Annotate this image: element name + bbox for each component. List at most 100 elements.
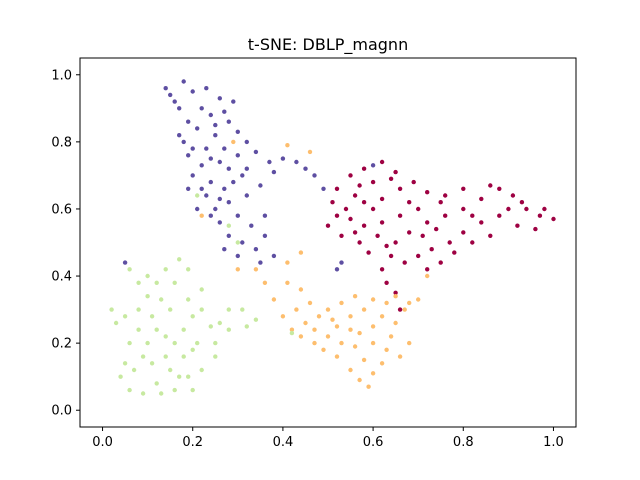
- scatter-point-series-4: [195, 340, 200, 346]
- scatter-point-series-2: [452, 250, 457, 255]
- scatter-point-series-4: [195, 193, 200, 198]
- scatter-point-series-3: [312, 327, 317, 332]
- scatter-point-series-1: [244, 166, 249, 171]
- scatter-point-series-1: [235, 213, 240, 218]
- scatter-point-series-4: [199, 367, 204, 373]
- scatter-point-series-3: [285, 280, 290, 285]
- scatter-point-series-4: [190, 347, 195, 352]
- scatter-point-series-1: [303, 166, 308, 171]
- scatter-point-series-2: [407, 230, 412, 235]
- scatter-point-series-4: [145, 273, 150, 279]
- scatter-point-series-1: [222, 247, 227, 252]
- scatter-point-series-4: [127, 387, 132, 393]
- scatter-point-series-1: [168, 92, 173, 98]
- scatter-point-series-2: [416, 253, 421, 259]
- scatter-point-series-3: [325, 307, 331, 312]
- x-tick-label: 1.0: [543, 435, 564, 450]
- scatter-point-series-1: [217, 196, 222, 202]
- scatter-point-series-4: [127, 340, 132, 346]
- scatter-point-series-1: [208, 179, 213, 185]
- scatter-point-series-2: [470, 240, 475, 245]
- scatter-point-series-1: [181, 139, 186, 145]
- scatter-point-series-2: [370, 206, 376, 212]
- scatter-point-series-2: [434, 226, 439, 232]
- scatter-point-series-3: [352, 294, 358, 299]
- scatter-point-series-1: [235, 129, 240, 134]
- scatter-point-series-1: [177, 106, 182, 111]
- scatter-point-series-1: [226, 233, 231, 238]
- scatter-point-series-2: [325, 223, 331, 228]
- scatter-point-series-1: [199, 163, 204, 168]
- scatter-point-series-1: [213, 122, 218, 128]
- scatter-point-series-3: [280, 314, 286, 319]
- scatter-point-series-3: [370, 297, 376, 302]
- scatter-point-series-2: [379, 196, 385, 202]
- scatter-point-series-4: [235, 240, 240, 245]
- scatter-point-series-1: [262, 213, 268, 218]
- scatter-point-series-2: [352, 193, 358, 198]
- scatter-point-series-2: [542, 206, 547, 212]
- scatter-point-series-2: [330, 200, 335, 205]
- scatter-point-series-3: [388, 334, 394, 339]
- scatter-point-series-1: [177, 133, 182, 138]
- scatter-point-series-2: [361, 223, 367, 228]
- scatter-point-series-2: [343, 206, 349, 212]
- scatter-point-series-2: [461, 230, 466, 235]
- scatter-point-series-3: [384, 300, 389, 306]
- scatter-point-series-3: [357, 377, 362, 383]
- scatter-point-series-2: [402, 260, 407, 265]
- scatter-point-series-1: [334, 267, 340, 272]
- scatter-point-series-4: [226, 327, 231, 332]
- scatter-point-series-2: [388, 253, 394, 259]
- scatter-point-series-3: [361, 307, 367, 312]
- scatter-point-series-2: [388, 176, 394, 181]
- scatter-point-series-4: [186, 267, 191, 272]
- scatter-point-series-1: [208, 112, 213, 118]
- scatter-point-series-2: [334, 213, 340, 218]
- scatter-point-series-4: [163, 354, 168, 359]
- y-tick-label: 0.8: [51, 135, 72, 150]
- scatter-point-series-1: [181, 79, 186, 84]
- scatter-point-series-3: [294, 307, 299, 312]
- y-tick-label: 1.0: [51, 68, 72, 83]
- scatter-point-series-4: [163, 267, 168, 272]
- scatter-point-series-3: [235, 267, 240, 272]
- scatter-point-series-1: [253, 247, 259, 252]
- scatter-point-series-4: [159, 297, 164, 302]
- scatter-point-series-2: [357, 240, 362, 245]
- y-tick-label: 0.2: [51, 337, 72, 352]
- scatter-point-series-4: [172, 280, 177, 285]
- scatter-point-series-2: [429, 247, 434, 252]
- scatter-point-series-4: [213, 354, 218, 359]
- scatter-point-series-3: [303, 320, 308, 326]
- points-layer: [109, 79, 556, 396]
- scatter-point-series-3: [339, 340, 344, 346]
- scatter-point-series-3: [298, 287, 304, 292]
- scatter-point-series-4: [118, 374, 123, 379]
- scatter-point-series-2: [420, 233, 425, 238]
- scatter-point-series-2: [348, 173, 353, 178]
- scatter-point-series-4: [217, 320, 222, 326]
- scatter-point-series-2: [379, 159, 385, 165]
- scatter-point-series-4: [145, 294, 150, 299]
- scatter-point-series-4: [122, 361, 128, 366]
- scatter-point-series-3: [285, 143, 290, 148]
- scatter-point-series-2: [379, 220, 385, 225]
- scatter-point-series-1: [231, 99, 236, 104]
- scatter-point-series-3: [348, 314, 353, 319]
- scatter-point-series-3: [397, 354, 403, 359]
- scatter-point-series-2: [479, 196, 484, 202]
- x-tick-label: 0.0: [92, 435, 113, 450]
- scatter-point-series-1: [321, 186, 326, 191]
- ticks-layer: 0.0 0.2 0.4 0.6 0.8 1.0 0.0 0.2 0.4 0.6 0.8 1.0: [51, 68, 563, 450]
- scatter-point-series-3: [370, 324, 376, 329]
- scatter-point-series-4: [127, 267, 132, 272]
- scatter-point-series-2: [519, 200, 525, 205]
- scatter-point-series-2: [506, 206, 511, 212]
- scatter-point-series-4: [131, 367, 137, 373]
- scatter-point-series-1: [226, 119, 231, 124]
- scatter-point-series-1: [186, 153, 191, 158]
- scatter-point-series-4: [140, 354, 146, 359]
- scatter-point-series-2: [461, 206, 466, 212]
